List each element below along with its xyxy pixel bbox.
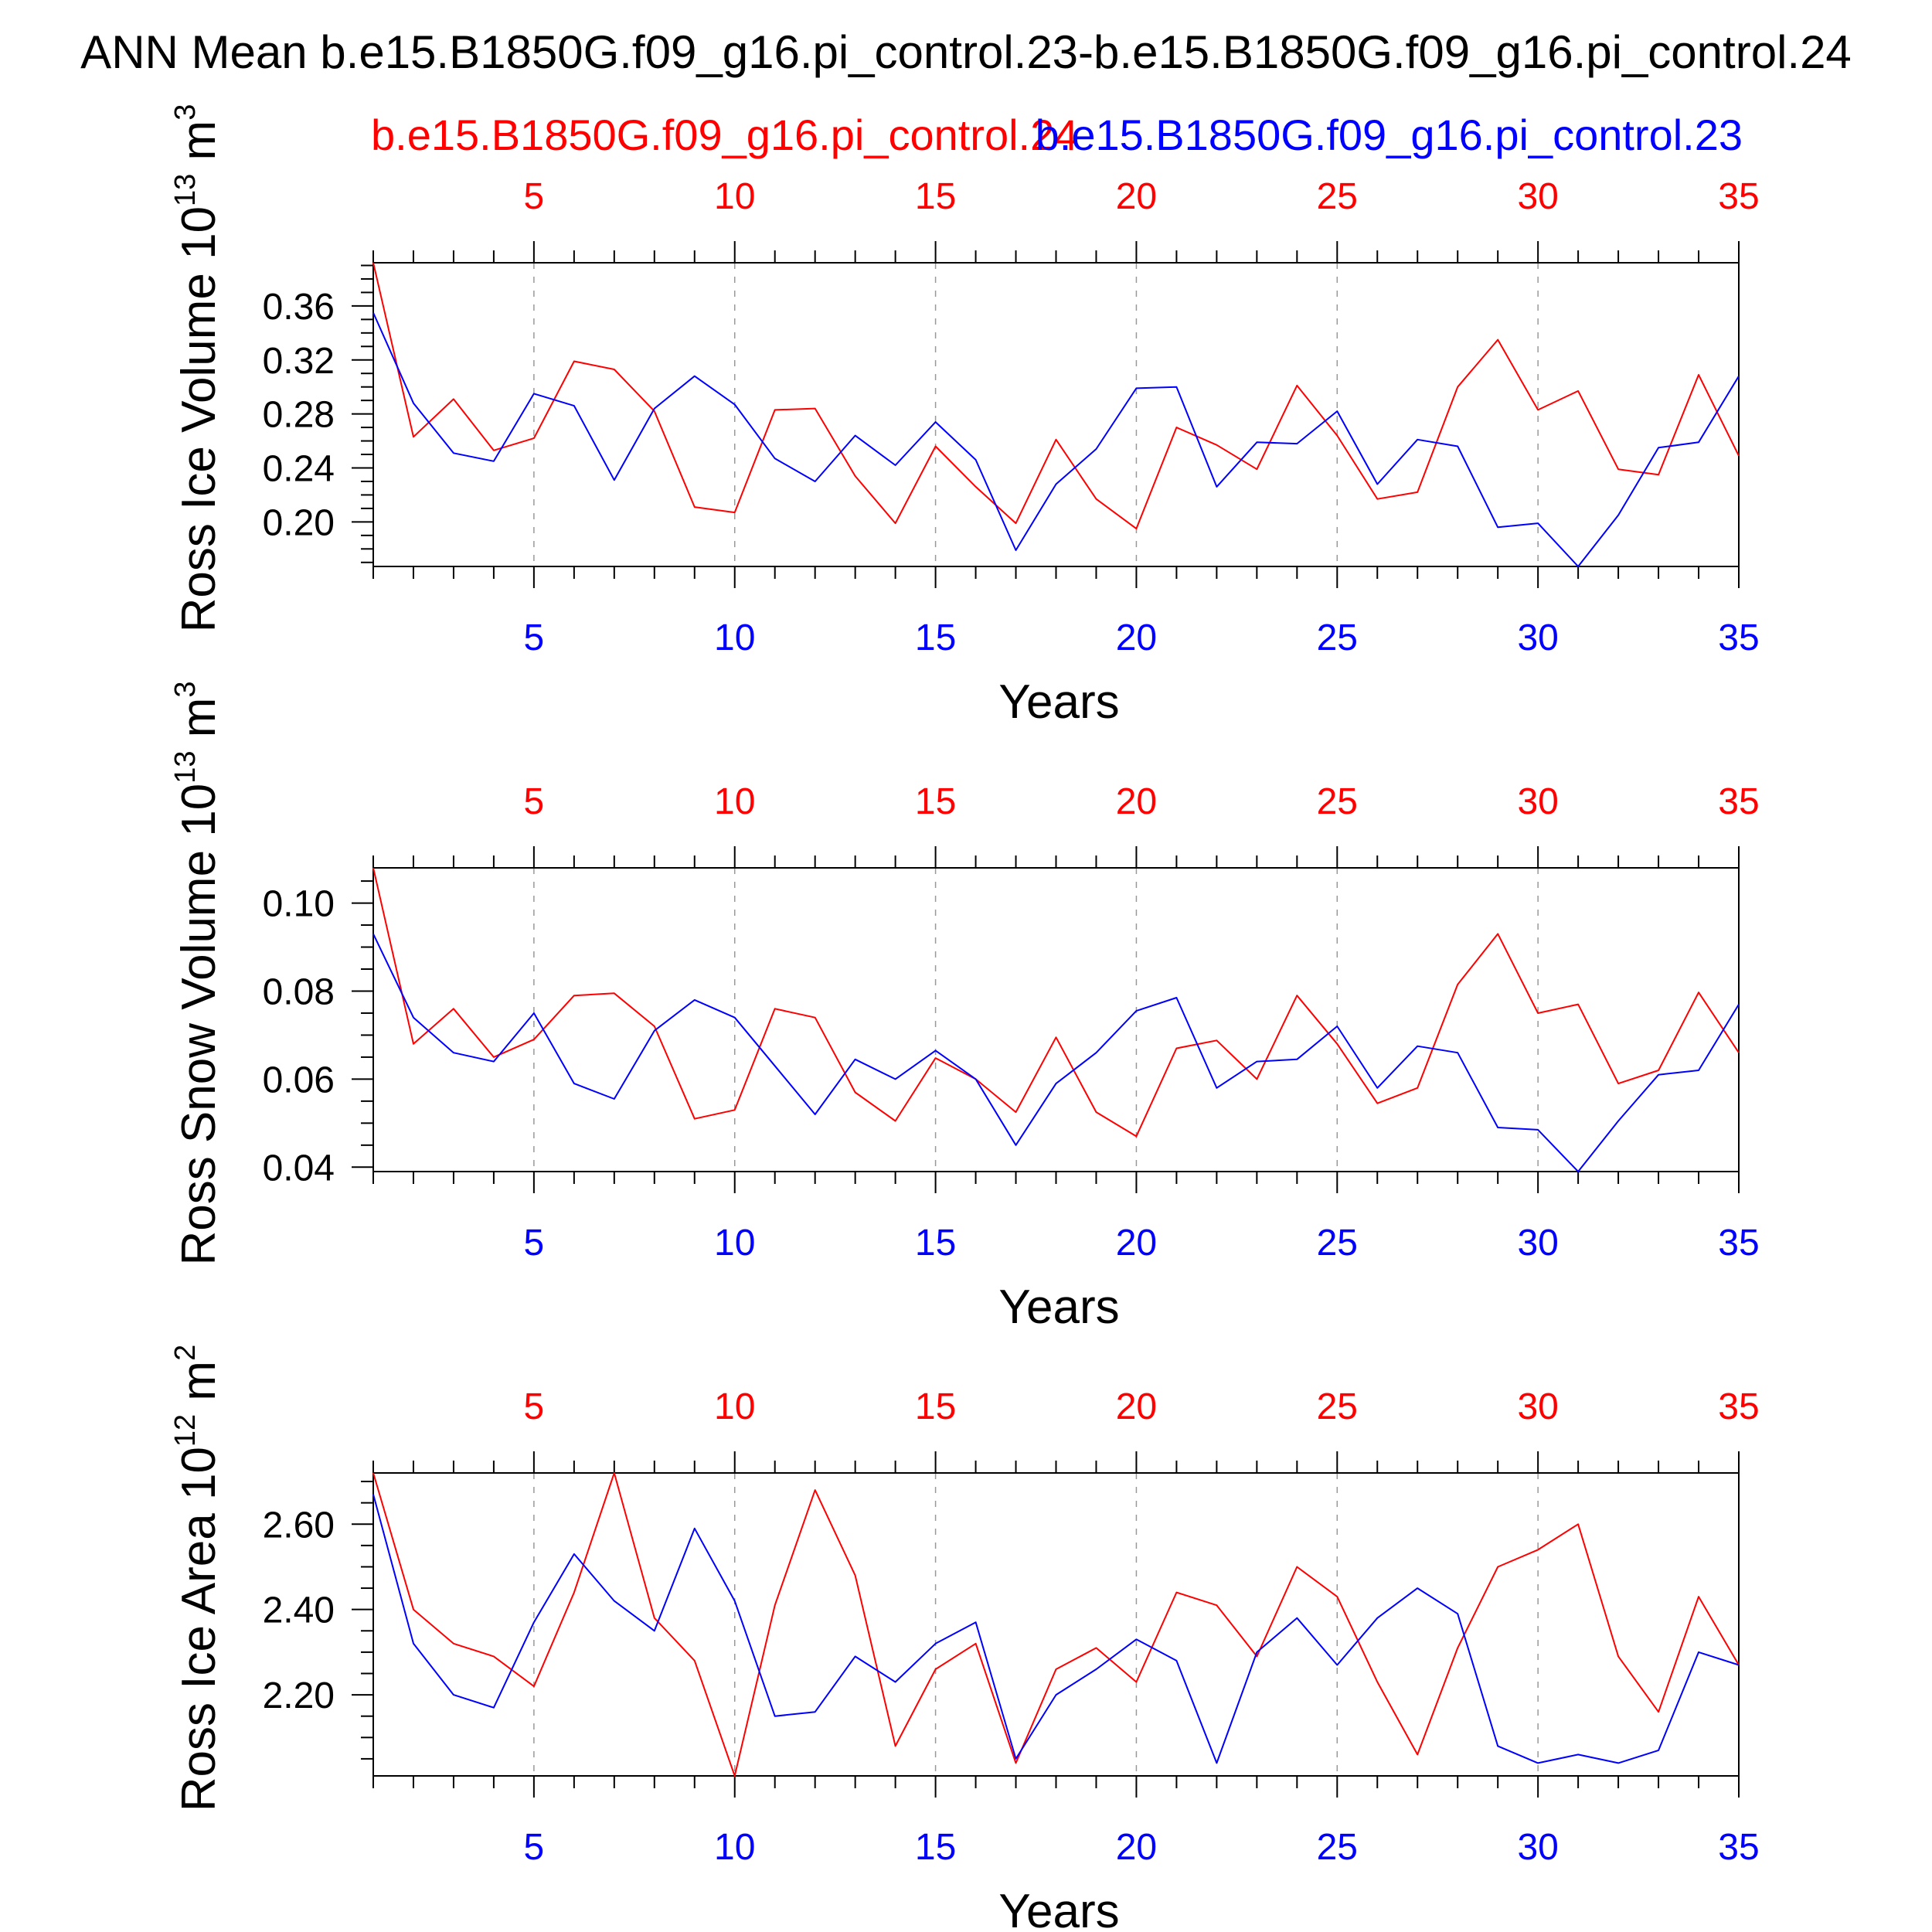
y-tick-label: 0.28 (263, 395, 335, 436)
x-tick-label-top: 25 (1317, 1386, 1358, 1427)
panel-3: 2.20 2.40 2.60 5 5 10 10 15 15 20 20 25 25 30 30 35 35 Ye… (169, 1345, 1760, 1932)
x-tick-label-top: 30 (1517, 781, 1558, 822)
y-axis-title-unit: m (172, 121, 226, 174)
x-tick-label-bottom: 30 (1517, 1827, 1558, 1868)
x-tick-label-top: 15 (915, 176, 956, 217)
x-tick-label-top: 10 (714, 176, 755, 217)
x-tick-label-bottom: 35 (1718, 1827, 1759, 1868)
y-axis-title-exponent: 12 (169, 1414, 202, 1447)
x-tick-label-bottom: 15 (915, 1827, 956, 1868)
x-tick-label-top: 20 (1116, 176, 1157, 217)
y-tick-label: 0.24 (263, 448, 335, 489)
x-tick-label-top: 20 (1116, 1386, 1157, 1427)
y-tick-label: 0.04 (263, 1148, 335, 1189)
x-tick-label-bottom: 5 (524, 617, 545, 658)
y-tick-label: 0.36 (263, 287, 335, 328)
y-axis-title-unit: m (172, 1361, 226, 1414)
x-tick-label-bottom: 15 (915, 1223, 956, 1264)
x-tick-label-bottom: 10 (714, 617, 755, 658)
x-tick-label-bottom: 25 (1317, 1223, 1358, 1264)
x-tick-label-top: 20 (1116, 781, 1157, 822)
y-axis-title-exponent: 13 (169, 750, 202, 783)
x-tick-label-top: 30 (1517, 176, 1558, 217)
y-axis-title: Ross Snow Volume 1013 m3 (169, 681, 226, 1265)
panel-2: 0.04 0.06 0.08 0.10 5 5 10 10 15 15 20 20 25 25 30 30 35… (169, 681, 1760, 1334)
y-axis-title-unit-exponent: 3 (169, 104, 202, 121)
x-tick-label-bottom: 5 (524, 1223, 545, 1264)
x-tick-label-bottom: 5 (524, 1827, 545, 1868)
y-tick-label: 0.06 (263, 1060, 335, 1100)
y-axis-title-unit-exponent: 3 (169, 681, 202, 697)
x-tick-label-bottom: 35 (1718, 617, 1759, 658)
x-tick-label-top: 5 (524, 1386, 545, 1427)
x-tick-label-top: 35 (1718, 781, 1759, 822)
x-tick-label-bottom: 20 (1116, 617, 1157, 658)
x-tick-label-top: 35 (1718, 176, 1759, 217)
y-tick-label: 0.10 (263, 884, 335, 925)
y-axis-title-exponent: 13 (169, 174, 202, 206)
x-tick-label-top: 30 (1517, 1386, 1558, 1427)
series-line-blue (372, 312, 1740, 567)
y-tick-label: 0.08 (263, 971, 335, 1012)
y-tick-label: 0.20 (263, 502, 335, 543)
x-axis-title: Years (998, 1281, 1119, 1334)
x-tick-label-top: 5 (524, 176, 545, 217)
y-axis-title-unit-exponent: 2 (169, 1345, 202, 1361)
x-tick-label-top: 5 (524, 781, 545, 822)
series-line-blue (372, 1494, 1740, 1764)
x-tick-label-top: 15 (915, 781, 956, 822)
x-tick-label-top: 35 (1718, 1386, 1759, 1427)
x-tick-label-bottom: 20 (1116, 1223, 1157, 1264)
x-tick-label-bottom: 10 (714, 1223, 755, 1264)
y-tick-label: 2.20 (263, 1675, 335, 1716)
x-tick-label-bottom: 35 (1718, 1223, 1759, 1264)
y-axis-title: Ross Ice Volume 1013 m3 (169, 104, 226, 633)
y-axis-title-unit: m (172, 698, 226, 751)
panel-1: 0.20 0.24 0.28 0.32 0.36 5 5 10 10 15 15 20 20 25 25 30… (169, 104, 1760, 729)
x-tick-label-bottom: 25 (1317, 1827, 1358, 1868)
plot-frame (372, 1472, 1740, 1777)
series-line-red (372, 867, 1740, 1138)
x-tick-label-top: 15 (915, 1386, 956, 1427)
x-axis-title: Years (998, 1885, 1119, 1932)
series-line-blue (372, 933, 1740, 1172)
x-axis-title: Years (998, 675, 1119, 729)
legend-blue-label: b.e15.B1850G.f09_g16.pi_control.23 (1036, 111, 1743, 159)
x-tick-label-bottom: 10 (714, 1827, 755, 1868)
x-tick-label-top: 25 (1317, 781, 1358, 822)
series-line-red (372, 1472, 1740, 1777)
y-tick-label: 0.32 (263, 341, 335, 382)
legend-red-label: b.e15.B1850G.f09_g16.pi_control.24 (371, 111, 1078, 159)
y-tick-label: 2.40 (263, 1590, 335, 1631)
x-tick-label-top: 10 (714, 781, 755, 822)
plot-frame (372, 867, 1740, 1172)
x-tick-label-bottom: 30 (1517, 1223, 1558, 1264)
x-tick-label-bottom: 15 (915, 617, 956, 658)
x-tick-label-bottom: 20 (1116, 1827, 1157, 1868)
x-tick-label-top: 25 (1317, 176, 1358, 217)
y-axis-title: Ross Ice Area 1012 m2 (169, 1345, 226, 1811)
series-line-red (372, 262, 1740, 530)
y-axis-title-main: Ross Ice Area 10 (172, 1447, 226, 1811)
x-tick-label-bottom: 25 (1317, 617, 1358, 658)
figure-title: ANN Mean b.e15.B1850G.f09_g16.pi_control… (80, 26, 1852, 78)
x-tick-label-bottom: 30 (1517, 617, 1558, 658)
y-tick-label: 2.60 (263, 1505, 335, 1546)
panels: 0.200.240.280.320.3655101015152020252530… (169, 104, 1760, 1932)
y-axis-title-main: Ross Snow Volume 10 (172, 784, 226, 1266)
y-axis-title-main: Ross Ice Volume 10 (172, 206, 226, 632)
x-tick-label-top: 10 (714, 1386, 755, 1427)
